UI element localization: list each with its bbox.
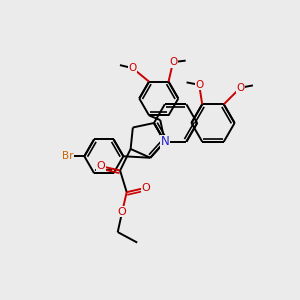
- Text: N: N: [160, 135, 169, 148]
- Text: O: O: [142, 183, 151, 193]
- Text: O: O: [236, 83, 244, 93]
- Text: O: O: [118, 207, 127, 217]
- Text: O: O: [96, 161, 105, 171]
- Text: O: O: [128, 63, 137, 73]
- Text: O: O: [195, 80, 203, 90]
- Text: Br: Br: [62, 151, 74, 161]
- Text: O: O: [169, 57, 177, 67]
